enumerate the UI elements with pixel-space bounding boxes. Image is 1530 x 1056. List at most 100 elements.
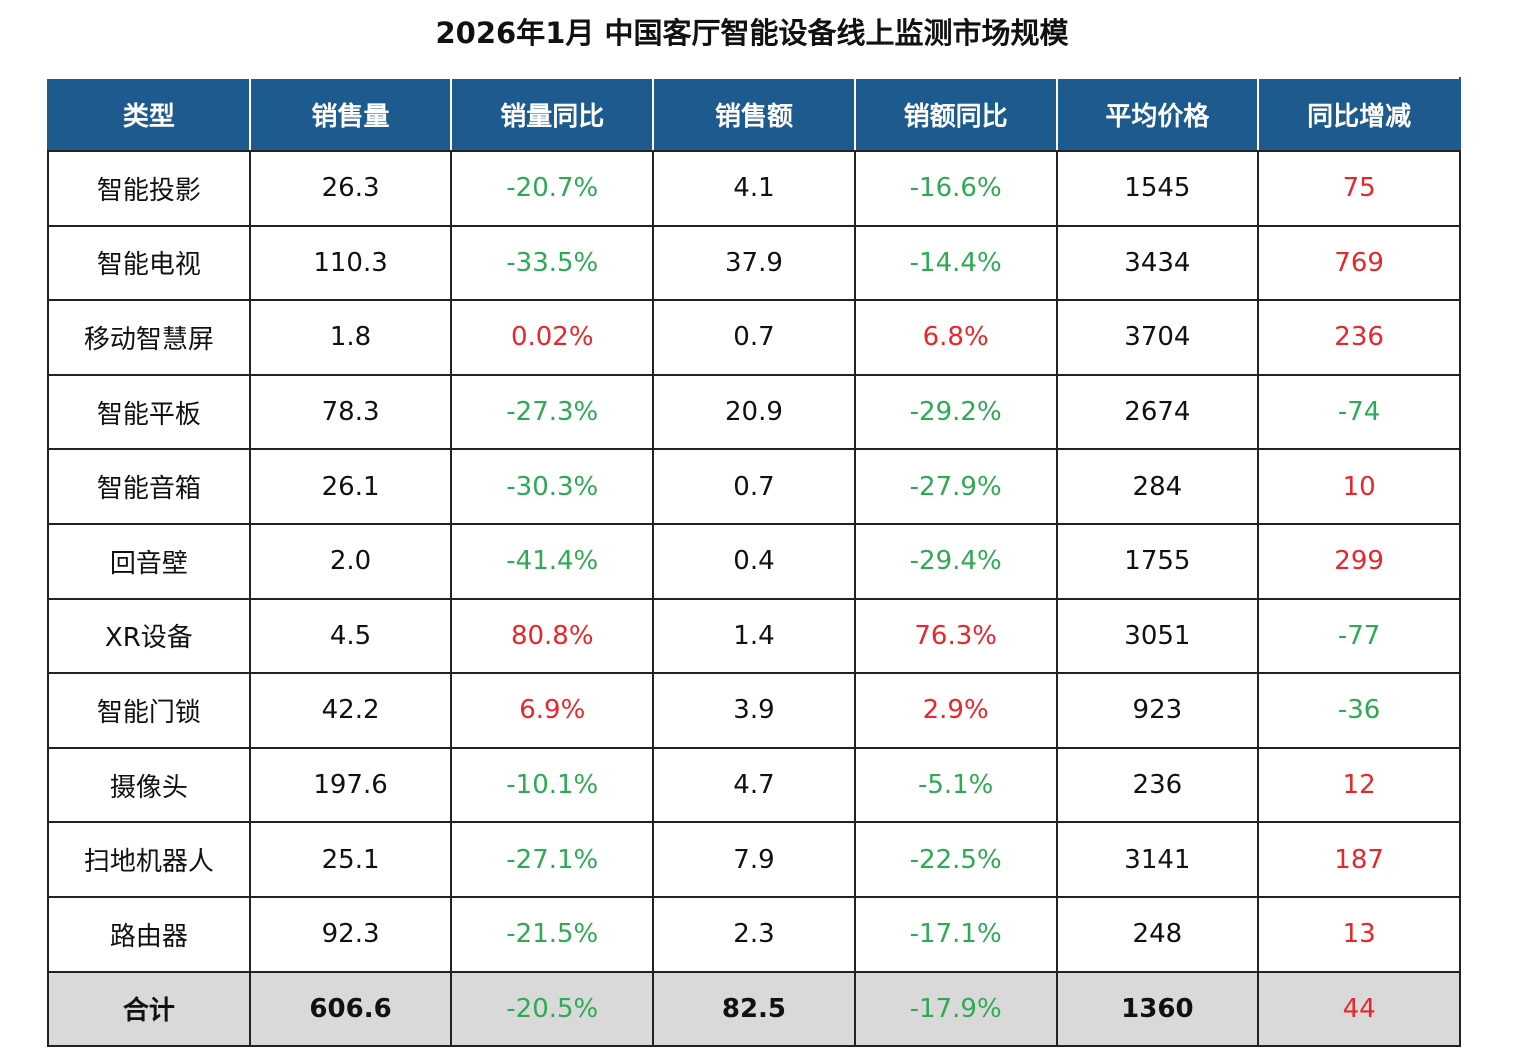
value-cell: 20.9	[652, 373, 856, 451]
value-cell: 4.5	[248, 597, 453, 675]
value-cell: 13	[1257, 895, 1461, 973]
value-cell: 44	[1257, 970, 1461, 1048]
value-cell: 37.9	[652, 224, 856, 302]
value-cell: 80.8%	[450, 597, 655, 675]
category-cell: 智能电视	[47, 224, 251, 302]
value-cell: 187	[1257, 821, 1461, 898]
value-cell: 10	[1257, 448, 1461, 525]
table-body: 智能投影 26.3 -20.7% 4.1 -16.6% 1545 75 智能电视 110.3 -3…	[47, 150, 1461, 1048]
value-cell: 236	[1257, 299, 1461, 376]
value-cell: -74	[1257, 373, 1461, 451]
value-cell: -77	[1257, 597, 1461, 675]
category-cell: 移动智慧屏	[47, 299, 251, 376]
value-cell: 2674	[1055, 373, 1260, 451]
header-cell: 销额同比	[853, 77, 1058, 152]
value-cell: -20.5%	[450, 970, 655, 1048]
value-cell: 923	[1055, 672, 1260, 749]
value-cell: 284	[1055, 448, 1260, 525]
table-row: 智能电视 110.3 -33.5% 37.9 -14.4% 3434 769	[47, 224, 1461, 302]
value-cell: -29.2%	[853, 373, 1058, 451]
table-row: XR设备 4.5 80.8% 1.4 76.3% 3051 -77	[47, 597, 1461, 675]
table-row: 摄像头 197.6 -10.1% 4.7 -5.1% 236 12	[47, 746, 1461, 824]
value-cell: 110.3	[248, 224, 453, 302]
total-row: 合计 606.6 -20.5% 82.5 -17.9% 1360 44	[47, 970, 1461, 1048]
value-cell: 1360	[1055, 970, 1260, 1048]
value-cell: -20.7%	[450, 150, 655, 227]
header-cell: 销量同比	[450, 77, 655, 152]
value-cell: -21.5%	[450, 895, 655, 973]
value-cell: -17.9%	[853, 970, 1058, 1048]
title: 2026年1月 中国客厅智能设备线上监测市场规模	[435, 16, 1069, 50]
value-cell: 7.9	[652, 821, 856, 898]
value-cell: 3434	[1055, 224, 1260, 302]
value-cell: 26.3	[248, 150, 453, 227]
value-cell: 1.4	[652, 597, 856, 675]
value-cell: 606.6	[248, 970, 453, 1048]
value-cell: 42.2	[248, 672, 453, 749]
category-cell: 智能门锁	[47, 672, 251, 749]
value-cell: 0.7	[652, 448, 856, 525]
value-cell: 82.5	[652, 970, 856, 1048]
value-cell: 197.6	[248, 746, 453, 824]
value-cell: -33.5%	[450, 224, 655, 302]
value-cell: 6.9%	[450, 672, 655, 749]
value-cell: 0.4	[652, 522, 856, 600]
market-table: 类型 销售量 销量同比 销售额 销额同比 平均价格 同比增减 智能投影 26.3 -20.7% 4…	[47, 77, 1461, 1048]
table-row: 智能音箱 26.1 -30.3% 0.7 -27.9% 284 10	[47, 448, 1461, 525]
value-cell: 1.8	[248, 299, 453, 376]
value-cell: 12	[1257, 746, 1461, 824]
header-cell: 类型	[47, 77, 251, 152]
value-cell: 3704	[1055, 299, 1260, 376]
table-row: 智能平板 78.3 -27.3% 20.9 -29.2% 2674 -74	[47, 373, 1461, 451]
category-cell: 智能平板	[47, 373, 251, 451]
value-cell: -29.4%	[853, 522, 1058, 600]
value-cell: -17.1%	[853, 895, 1058, 973]
value-cell: -27.3%	[450, 373, 655, 451]
value-cell: -36	[1257, 672, 1461, 749]
table-row: 扫地机器人 25.1 -27.1% 7.9 -22.5% 3141 187	[47, 821, 1461, 898]
header-cell: 销售额	[652, 77, 856, 152]
header-row: 类型 销售量 销量同比 销售额 销额同比 平均价格 同比增减	[47, 77, 1461, 152]
category-cell: 智能音箱	[47, 448, 251, 525]
value-cell: 26.1	[248, 448, 453, 525]
value-cell: 2.0	[248, 522, 453, 600]
category-cell: 回音壁	[47, 522, 251, 600]
category-cell: XR设备	[47, 597, 251, 675]
header-cell: 同比增减	[1257, 77, 1461, 152]
value-cell: 236	[1055, 746, 1260, 824]
category-cell: 智能投影	[47, 150, 251, 227]
value-cell: 248	[1055, 895, 1260, 973]
value-cell: 6.8%	[853, 299, 1058, 376]
value-cell: -30.3%	[450, 448, 655, 525]
header-cell: 平均价格	[1055, 77, 1260, 152]
value-cell: 4.1	[652, 150, 856, 227]
value-cell: 4.7	[652, 746, 856, 824]
table-row: 智能门锁 42.2 6.9% 3.9 2.9% 923 -36	[47, 672, 1461, 749]
value-cell: 769	[1257, 224, 1461, 302]
value-cell: 76.3%	[853, 597, 1058, 675]
category-cell: 合计	[47, 970, 251, 1048]
value-cell: 0.02%	[450, 299, 655, 376]
value-cell: -16.6%	[853, 150, 1058, 227]
value-cell: 1755	[1055, 522, 1260, 600]
value-cell: -27.1%	[450, 821, 655, 898]
value-cell: -14.4%	[853, 224, 1058, 302]
value-cell: 3051	[1055, 597, 1260, 675]
value-cell: -27.9%	[853, 448, 1058, 525]
value-cell: 92.3	[248, 895, 453, 973]
value-cell: 2.3	[652, 895, 856, 973]
value-cell: 3.9	[652, 672, 856, 749]
value-cell: -22.5%	[853, 821, 1058, 898]
value-cell: 3141	[1055, 821, 1260, 898]
category-cell: 摄像头	[47, 746, 251, 824]
value-cell: -10.1%	[450, 746, 655, 824]
value-cell: 2.9%	[853, 672, 1058, 749]
value-cell: -41.4%	[450, 522, 655, 600]
value-cell: -5.1%	[853, 746, 1058, 824]
category-cell: 扫地机器人	[47, 821, 251, 898]
value-cell: 78.3	[248, 373, 453, 451]
table-row: 路由器 92.3 -21.5% 2.3 -17.1% 248 13	[47, 895, 1461, 973]
header-cell: 销售量	[248, 77, 453, 152]
value-cell: 1545	[1055, 150, 1260, 227]
